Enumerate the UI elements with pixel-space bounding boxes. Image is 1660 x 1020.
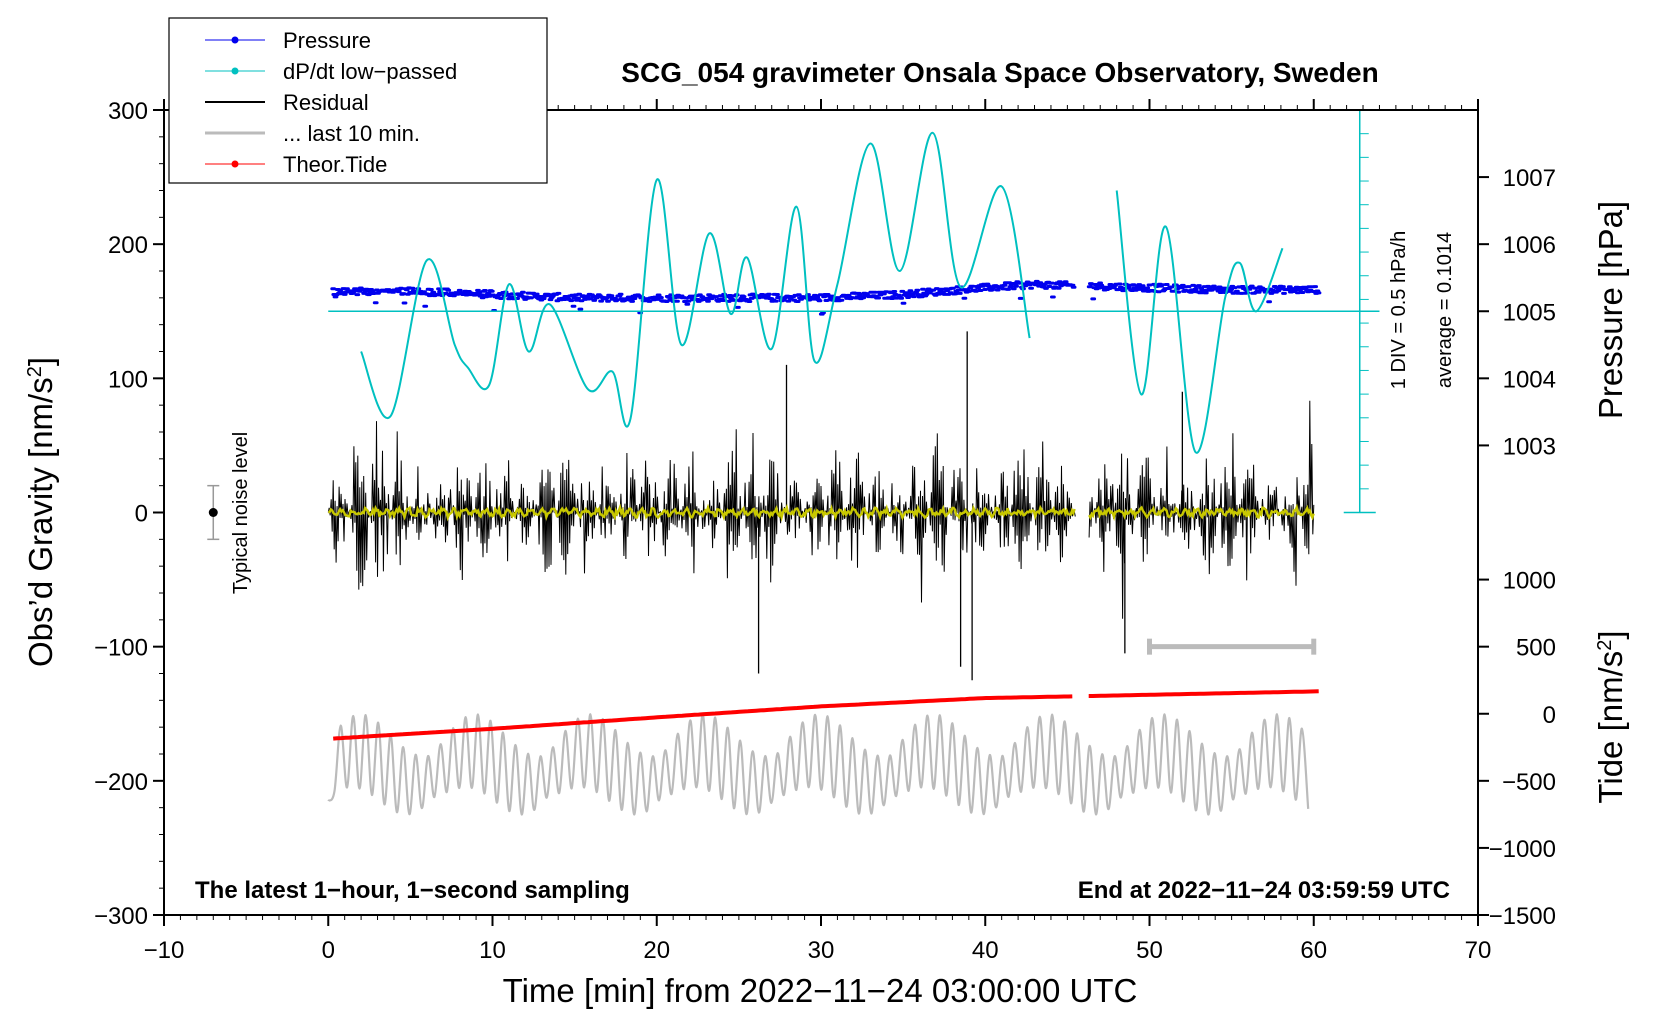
chart-extras [207,109,1376,655]
legend-item-tide: Theor.Tide [205,152,387,177]
x-tick-label-2: 10 [479,937,506,964]
y-tick-label-6: −300 [94,903,148,930]
y-axis-label-left-sup: 2 [24,366,46,377]
residual-lowpass-series [328,503,1315,522]
y-axis-label-pressure: Pressure [hPa] [1592,201,1629,419]
legend-item-pressure: Pressure [205,28,371,53]
y-axis-label-tide-end: ] [1592,630,1629,639]
x-tick-label-4: 30 [808,937,835,964]
annotation-sampling: The latest 1−hour, 1−second sampling [195,877,630,904]
legend-label-residual: Residual [283,90,369,115]
y-tick-label-1: 200 [108,232,148,259]
tide-tick-label-2: 0 [1543,702,1556,729]
tide-tick-label-5: −1500 [1489,903,1556,930]
y-axis-label-left: Obs’d Gravity [nm/s2] [22,357,59,667]
scale-bar-label-average: average = 0.1014 [1434,232,1456,388]
noise-level-dot [208,508,218,517]
x-tick-label-8: 70 [1465,937,1492,964]
x-axis-label: Time [min] from 2022−11−24 03:00:00 UTC [503,972,1138,1009]
y-axis-label-tide-sup: 2 [1594,640,1616,651]
x-tick-label-0: −10 [144,937,185,964]
scale-bar-label-div: 1 DIV = 0.5 hPa/h [1388,231,1410,389]
pressure-tick-label-2: 1005 [1503,299,1556,326]
pressure-tick-label-3: 1004 [1503,366,1556,393]
axis-ticks: −10 0 10 20 30 40 50 60 703002001000−100−200−300… [94,98,1556,964]
y-tick-label-3: 0 [135,501,148,528]
legend: Pressure dP/dt low−passed Residual ... l… [168,17,548,184]
y-tick-label-5: −200 [94,769,148,796]
pressure-tick-label-4: 1003 [1503,433,1556,460]
pressure-tick-label-0: 1007 [1503,165,1556,192]
tide-tick-label-0: 1000 [1503,568,1556,595]
legend-marker-dpdt [231,67,239,75]
legend-marker-tide [231,160,239,168]
last-10-min-line [327,713,1310,816]
last-10-min-series [327,713,1310,816]
pressure-tick-label-1: 1006 [1503,232,1556,259]
y-tick-label-2: 100 [108,366,148,393]
chart-title: SCG_054 gravimeter Onsala Space Observat… [621,57,1378,88]
x-tick-label-7: 60 [1300,937,1327,964]
legend-item-residual: Residual [205,90,369,115]
theor-tide-line-0 [333,694,1073,741]
y-axis-label-left-main: Obs’d Gravity [nm/s [22,377,59,667]
x-tick-label-1: 0 [322,937,335,964]
theor-tide-line-1 [1088,689,1319,698]
y-axis-label-left-end: ] [22,357,59,366]
dpdt-series [328,131,1380,454]
x-tick-label-3: 20 [643,937,670,964]
legend-item-last10: ... last 10 min. [205,121,420,146]
tide-tick-label-3: −500 [1502,769,1556,796]
y-tick-label-0: 300 [108,98,148,125]
pressure-dots [330,279,1322,316]
residual-lowpass-line-1 [1088,503,1315,522]
legend-label-pressure: Pressure [283,28,371,53]
residual-lowpass-line-0 [328,503,1076,522]
y-axis-label-tide: Tide [nm/s2] [1592,630,1629,803]
legend-label-last10: ... last 10 min. [283,121,420,146]
annotation-end: End at 2022−11−24 03:59:59 UTC [1078,877,1450,904]
pressure-series [330,279,1322,316]
dpdt-line-0 [360,131,1031,428]
legend-label-dpdt: dP/dt low−passed [283,59,457,84]
legend-label-tide: Theor.Tide [283,152,387,177]
dpdt-line-1 [1115,190,1284,454]
legend-box [168,17,548,184]
legend-item-dpdt: dP/dt low−passed [205,59,457,84]
residual-series [327,331,1315,681]
theor-tide-series [333,689,1319,741]
y-tick-label-4: −100 [94,635,148,662]
residual-line-segment-1 [1088,400,1315,619]
noise-level-label: Typical noise level [230,432,252,594]
tide-tick-label-1: 500 [1516,635,1556,662]
y-axis-label-tide-main: Tide [nm/s [1592,651,1629,804]
legend-marker-pressure [231,36,239,44]
x-tick-label-6: 50 [1136,937,1163,964]
tide-tick-label-4: −1000 [1489,836,1556,863]
x-tick-label-5: 40 [972,937,999,964]
